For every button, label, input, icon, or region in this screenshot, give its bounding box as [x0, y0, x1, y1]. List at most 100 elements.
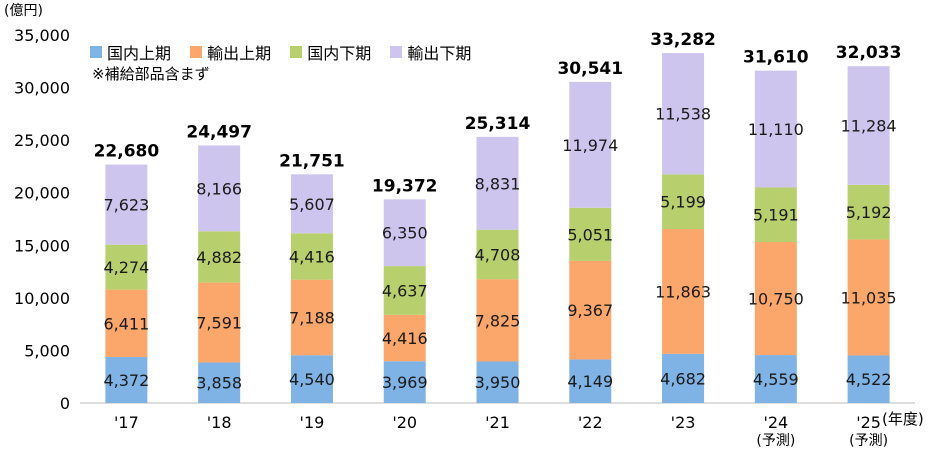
total-label: 31,610 [743, 48, 809, 68]
bar-segment [290, 279, 333, 356]
data-label: 5,191 [753, 206, 799, 225]
data-label: 5,192 [846, 203, 892, 222]
bar-segment [105, 244, 148, 290]
data-label: 7,188 [289, 308, 335, 327]
x-axis-unit: (年度) [882, 410, 924, 428]
y-tick-label: 5,000 [24, 341, 70, 360]
data-label: 10,750 [748, 290, 804, 309]
data-label: 4,637 [382, 281, 428, 300]
data-label: 4,559 [753, 370, 799, 389]
data-label: 4,416 [382, 329, 428, 348]
legend-item-domestic-h2: 国内下期 [290, 40, 371, 64]
data-label: 8,831 [475, 174, 521, 193]
data-label: 5,051 [567, 225, 613, 244]
data-label: 6,411 [103, 314, 149, 333]
legend-item-domestic-h1: 国内上期 [90, 40, 171, 64]
data-label: 11,284 [841, 117, 897, 136]
bar-segment [847, 66, 890, 185]
legend-label: 輸出上期 [207, 44, 272, 63]
bar-segment [476, 279, 519, 362]
data-label: 4,540 [289, 370, 335, 389]
y-tick-label: 30,000 [14, 79, 70, 98]
x-tick-label: '21 [485, 413, 510, 432]
bar-segment [476, 361, 519, 403]
x-tick-label: '17 [114, 413, 139, 432]
legend-item-export-h2: 輸出下期 [390, 40, 471, 64]
total-label: 21,751 [279, 151, 345, 171]
data-label: 4,416 [289, 247, 335, 266]
y-tick-label: 0 [60, 394, 70, 413]
x-tick-label: '25 [856, 413, 881, 432]
y-tick-label: 25,000 [14, 131, 70, 150]
legend-swatch [290, 46, 303, 58]
bar-segment [569, 260, 612, 360]
bar-segment [754, 242, 797, 356]
legend-item-export-h1: 輸出上期 [190, 40, 271, 64]
bar-segment [383, 266, 426, 315]
bar-segment [383, 361, 426, 403]
bar-segment [847, 184, 890, 240]
bar-segment [662, 53, 705, 175]
data-label: 7,591 [196, 314, 242, 333]
data-label: 3,969 [382, 373, 428, 392]
bar-segment [383, 199, 426, 267]
data-label: 4,522 [846, 370, 892, 389]
data-label: 4,274 [103, 258, 149, 277]
bar-segment [105, 164, 148, 245]
bar-segment [105, 357, 148, 403]
legend-label: 国内下期 [307, 44, 372, 63]
data-label: 11,863 [655, 282, 711, 301]
bar-segment [476, 136, 519, 230]
data-label: 11,035 [841, 288, 897, 307]
total-label: 30,541 [557, 59, 623, 79]
bar-segment [476, 229, 519, 280]
x-tick-label: '20 [392, 413, 417, 432]
bar-segment [754, 70, 797, 188]
legend-label: 国内上期 [107, 44, 172, 63]
bar-segment [198, 145, 241, 232]
bar-segment [105, 289, 148, 358]
bar-segment [290, 174, 333, 234]
data-label: 4,708 [475, 245, 521, 264]
legend-label: 輸出下期 [407, 44, 472, 63]
bar-segment [383, 314, 426, 362]
data-label: 5,607 [289, 195, 335, 214]
total-label: 22,680 [94, 142, 160, 162]
data-label: 9,367 [567, 301, 613, 320]
data-label: 3,858 [196, 374, 242, 393]
bar-segment [569, 81, 612, 208]
x-tick-label: '19 [300, 413, 325, 432]
y-tick-label: 20,000 [14, 184, 70, 203]
x-tick-label: '18 [207, 413, 232, 432]
total-label: 24,497 [186, 122, 252, 142]
total-label: 19,372 [372, 176, 438, 196]
y-tick-label: 15,000 [14, 236, 70, 255]
data-label: 11,110 [748, 120, 804, 139]
bar-segment [290, 233, 333, 280]
bar-segment [754, 355, 797, 403]
data-label: 8,166 [196, 179, 242, 198]
legend-swatch [190, 46, 203, 58]
bar-segment [290, 355, 333, 403]
x-tick-sublabel: (予測) [756, 433, 795, 449]
bar-segment [662, 229, 705, 354]
chart-legend: 国内上期 輸出上期 国内下期 輸出下期 [90, 40, 485, 64]
data-label: 11,974 [562, 136, 618, 155]
bar-segment [662, 353, 705, 403]
data-label: 7,825 [475, 311, 521, 330]
legend-swatch [90, 46, 102, 58]
data-label: 4,149 [567, 372, 613, 391]
bar-segment [847, 239, 890, 356]
data-label: 4,372 [103, 371, 149, 390]
bar-segment [198, 282, 241, 363]
data-label: 5,199 [660, 193, 706, 212]
bar-segment [198, 231, 241, 283]
data-label: 3,950 [475, 373, 521, 392]
x-tick-label: '24 [763, 413, 788, 432]
legend-swatch [390, 46, 403, 58]
chart-note: ※補給部品含まず [92, 65, 210, 83]
data-label: 4,682 [660, 369, 706, 388]
x-tick-sublabel: (予測) [849, 433, 888, 449]
y-tick-label: 35,000 [14, 26, 70, 45]
